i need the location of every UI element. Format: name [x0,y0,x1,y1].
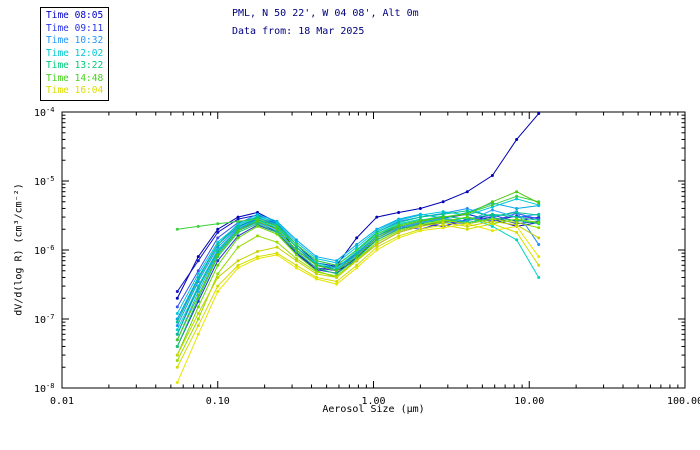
svg-text:10.00: 10.00 [514,396,544,407]
svg-text:1.00: 1.00 [361,396,385,407]
legend-item: Time 14:48 [46,72,104,84]
svg-text:0.01: 0.01 [50,396,74,407]
x-axis-label: Aerosol Size (μm) [322,404,425,415]
svg-text:10-8: 10-8 [34,382,54,395]
svg-text:100.00: 100.00 [667,396,700,407]
svg-text:10-4: 10-4 [34,106,54,119]
svg-text:10-5: 10-5 [34,175,54,188]
legend-item: Time 13:22 [46,60,104,71]
svg-text:10-7: 10-7 [34,313,54,326]
title-block: PML, N 50 22', W 04 08', Alt 0m Data fro… [232,8,419,37]
legend-item: Time 09:11 [46,22,104,34]
y-axis-label: dV/d(log R) (cm³/cm⁻²) [13,183,25,316]
chart-title: PML, N 50 22', W 04 08', Alt 0m [232,8,419,19]
legend-item: Time 10:32 [46,35,104,46]
legend-item: Time 16:04 [46,85,104,96]
svg-text:0.10: 0.10 [206,396,230,407]
time-legend: Time 08:05 Time 09:11 Time 10:32 Time 12:02… [40,7,110,101]
legend-item: Time 08:05 [46,10,104,21]
legend-item: Time 12:02 [46,47,104,59]
svg-text:10-6: 10-6 [34,244,54,257]
chart-subtitle: Data from: 18 Mar 2025 [232,26,365,37]
